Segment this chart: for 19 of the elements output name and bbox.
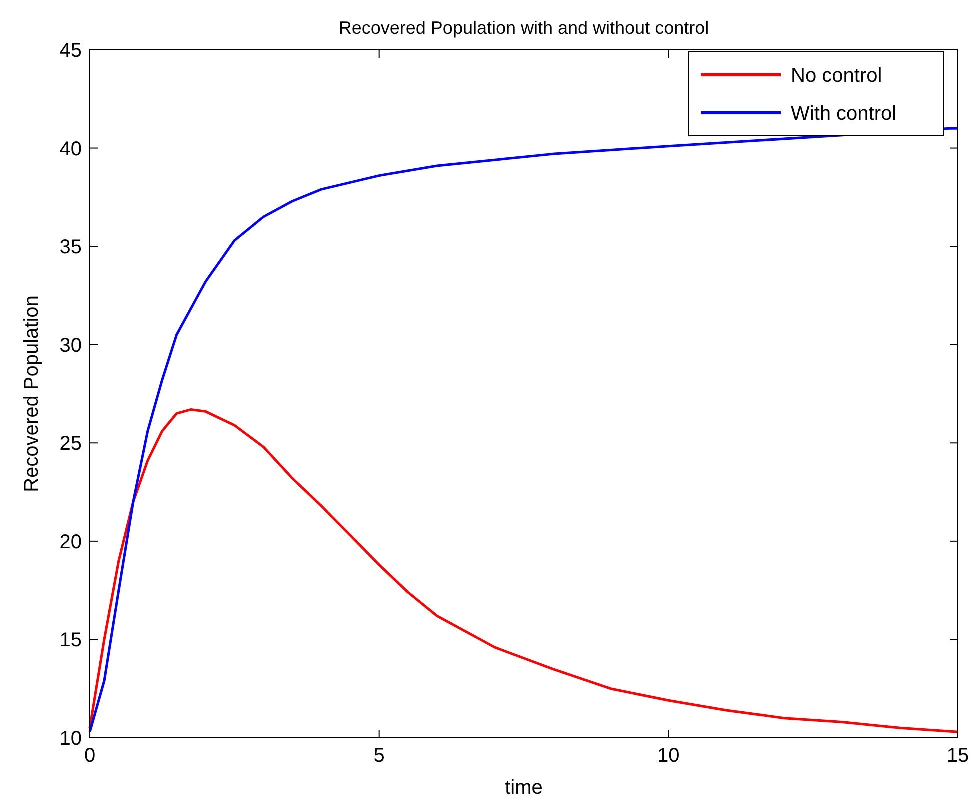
x-tick-label: 5 [374, 745, 385, 767]
chart-title: Recovered Population with and without control [338, 18, 710, 38]
x-tick-label: 10 [658, 745, 680, 767]
y-tick-label: 30 [60, 334, 82, 357]
y-tick-label: 40 [60, 138, 82, 160]
x-tick-label: 15 [946, 745, 970, 767]
y-tick-label: 45 [60, 40, 82, 62]
y-tick-label: 10 [60, 728, 82, 750]
legend-label: No control [791, 65, 882, 87]
legend-label: With control [791, 103, 897, 125]
y-axis-title: Recovered Population [21, 296, 43, 492]
x-tick-label: 0 [84, 745, 96, 767]
y-tick-label: 20 [60, 531, 82, 554]
x-axis-title: time [505, 777, 543, 799]
y-tick-label: 25 [60, 433, 82, 456]
y-tick-label: 35 [60, 236, 82, 259]
line-series [88, 127, 960, 734]
line-series [88, 408, 960, 734]
y-tick-label: 15 [60, 630, 82, 652]
